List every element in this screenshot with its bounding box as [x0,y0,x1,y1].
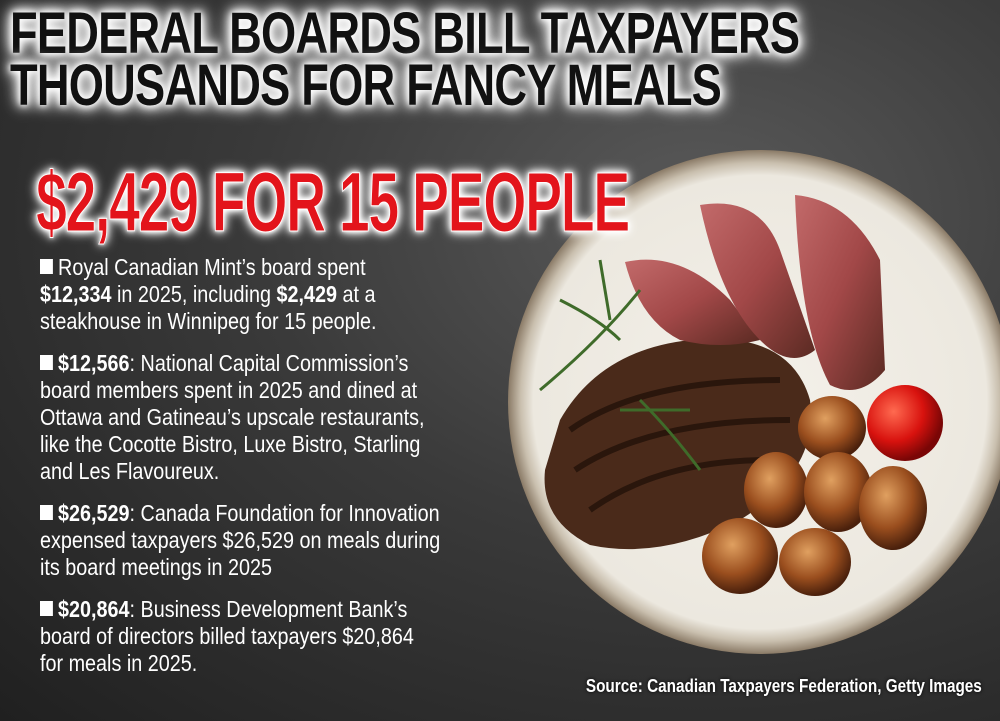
bullet-text: and Les Flavoureux. [40,458,220,484]
bullet-line: its board meetings in 2025 [40,554,487,581]
bullet-line: board members spent in 2025 and dined at [40,377,487,404]
square-bullet-icon [40,505,53,520]
bullet-text: : National Capital Commission’s [129,350,409,376]
bullet-line: like the Cocotte Bistro, Luxe Bistro, St… [40,431,487,458]
headline-line-2: THOUSANDS FOR FANCY MEALS [10,53,722,118]
amount-highlight: $26,529 [58,500,130,526]
bullet-text: board of directors billed taxpayers $20,… [40,623,414,649]
bullet-text: Royal Canadian Mint’s board spent [58,254,366,280]
bullet-item: $20,864: Business Development Bank’s boar… [40,596,560,677]
bullet-text: for meals in 2025. [40,650,198,676]
square-bullet-icon [40,355,53,370]
bullet-text: like the Cocotte Bistro, Luxe Bistro, St… [40,431,421,457]
source-credit: Source: Canadian Taxpayers Federation, G… [586,676,982,696]
bullet-line: $12,334 in 2025, including $2,429 at a [40,281,487,308]
bullet-line: for meals in 2025. [40,650,487,677]
amount-highlight: $20,864 [58,596,130,622]
bullet-text: : Canada Foundation for Innovation [129,500,440,526]
bullet-line: Royal Canadian Mint’s board spent [40,254,487,281]
bullet-line: $20,864: Business Development Bank’s [40,596,487,623]
tomato [867,385,943,461]
amount-highlight: $12,566 [58,350,130,376]
bullet-item: $12,566: National Capital Commission’s bo… [40,350,560,485]
steak-slice [625,259,760,345]
bullet-line: Ottawa and Gatineau’s upscale restaurant… [40,404,487,431]
potatoes [702,396,927,596]
amount-highlight: $12,334 [40,281,112,307]
bullet-text: in 2025, including [111,281,277,307]
subheadline: $2,429 FOR 15 PEOPLE [36,155,631,249]
steak-slice [700,203,815,358]
bullet-line: and Les Flavoureux. [40,458,487,485]
bullet-item: Royal Canadian Mint’s board spent $12,334… [40,254,560,335]
bullet-line: $26,529: Canada Foundation for Innovatio… [40,500,487,527]
rosemary [539,259,702,471]
bullet-line: steakhouse in Winnipeg for 15 people. [40,308,487,335]
square-bullet-icon [40,259,53,274]
headline-line-1: FEDERAL BOARDS BILL TAXPAYERS [10,1,800,66]
bullet-text: its board meetings in 2025 [40,554,273,580]
bullet-line: expensed taxpayers $26,529 on meals duri… [40,527,487,554]
bullet-line: board of directors billed taxpayers $20,… [40,623,487,650]
bullet-text: expensed taxpayers $26,529 on meals duri… [40,527,441,553]
bullet-item: $26,529: Canada Foundation for Innovatio… [40,500,560,581]
amount-highlight: $2,429 [276,281,337,307]
bullet-list: Royal Canadian Mint’s board spent $12,334… [40,254,560,692]
bullet-text: Ottawa and Gatineau’s upscale restaurant… [40,404,425,430]
square-bullet-icon [40,601,53,616]
steak-slice [795,195,885,390]
bullet-text: board members spent in 2025 and dined at [40,377,418,403]
bullet-text: steakhouse in Winnipeg for 15 people. [40,308,377,334]
bullet-text: at a [336,281,376,307]
bullet-line: $12,566: National Capital Commission’s [40,350,487,377]
bullet-text: : Business Development Bank’s [129,596,408,622]
